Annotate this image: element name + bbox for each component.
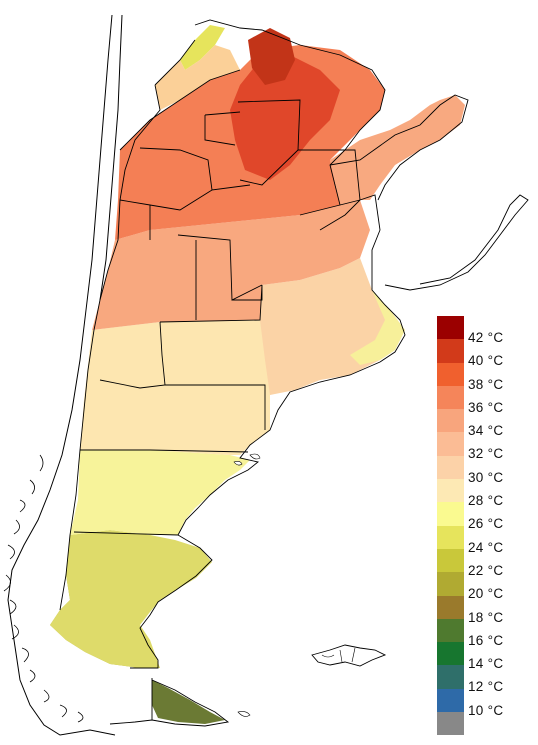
legend-swatch bbox=[437, 572, 464, 596]
legend-item: 40 °C bbox=[437, 339, 537, 368]
legend-label: 10 °C bbox=[468, 702, 504, 718]
legend-item bbox=[437, 712, 537, 736]
legend: 42 °C 40 °C 38 °C 36 °C 34 °C 32 °C 30 °C 28 °C… bbox=[437, 316, 537, 736]
legend-item: 10 °C bbox=[437, 688, 537, 718]
legend-item: 36 °C bbox=[437, 385, 537, 415]
legend-label: 30 °C bbox=[468, 469, 504, 485]
legend-label: 36 °C bbox=[468, 399, 504, 415]
legend-swatch bbox=[437, 339, 464, 363]
legend-label: 14 °C bbox=[468, 656, 504, 672]
zone-coast-cool bbox=[350, 290, 405, 365]
legend-item: 32 °C bbox=[437, 432, 537, 461]
legend-swatch bbox=[437, 618, 464, 643]
zone-northwest-cool bbox=[180, 25, 225, 70]
legend-label: 22 °C bbox=[468, 562, 504, 578]
legend-item: 18 °C bbox=[437, 595, 537, 625]
legend-swatch bbox=[437, 642, 464, 666]
small-islands bbox=[233, 453, 261, 717]
legend-swatch bbox=[437, 479, 464, 503]
legend-item: 20 °C bbox=[437, 572, 537, 601]
legend-swatch bbox=[437, 548, 464, 573]
legend-item: 16 °C bbox=[437, 618, 537, 648]
legend-swatch bbox=[437, 455, 464, 480]
legend-label: 24 °C bbox=[468, 539, 504, 555]
legend-item: 12 °C bbox=[437, 665, 537, 694]
chile-islands bbox=[3, 454, 84, 723]
legend-swatch bbox=[437, 712, 464, 736]
legend-item: 38 °C bbox=[437, 362, 537, 392]
legend-label: 12 °C bbox=[468, 679, 504, 695]
legend-item: 14 °C bbox=[437, 642, 537, 671]
legend-label: 16 °C bbox=[468, 632, 504, 648]
province-boundaries bbox=[59, 19, 469, 669]
legend-swatch bbox=[437, 525, 464, 549]
legend-swatch bbox=[437, 595, 464, 619]
legend-swatch bbox=[437, 432, 464, 456]
legend-label: 40 °C bbox=[468, 353, 504, 369]
zone-north-hot bbox=[230, 55, 340, 180]
legend-item: 26 °C bbox=[437, 502, 537, 531]
legend-label: 28 °C bbox=[468, 493, 504, 509]
legend-item: 42 °C bbox=[437, 316, 537, 345]
legend-swatch bbox=[437, 665, 464, 689]
legend-item: 30 °C bbox=[437, 455, 537, 485]
chile-coastline bbox=[7, 14, 123, 736]
zone-patagonia-north bbox=[80, 320, 310, 455]
legend-swatch bbox=[437, 385, 464, 410]
legend-item: 24 °C bbox=[437, 525, 537, 555]
legend-label: 18 °C bbox=[468, 609, 504, 625]
uruguay-outline bbox=[384, 194, 529, 291]
legend-label: 34 °C bbox=[468, 423, 504, 439]
zone-tierra-del-fuego bbox=[152, 680, 225, 724]
legend-item: 28 °C bbox=[437, 479, 537, 508]
zone-patagonia-mid bbox=[70, 450, 250, 535]
zone-northwest-warm bbox=[155, 45, 240, 110]
legend-item: 22 °C bbox=[437, 548, 537, 578]
tierra-del-fuego-outline bbox=[109, 678, 230, 727]
legend-swatch bbox=[437, 362, 464, 386]
legend-label: 32 °C bbox=[468, 446, 504, 462]
legend-swatch bbox=[437, 316, 464, 340]
legend-label: 42 °C bbox=[468, 330, 504, 345]
legend-swatch bbox=[437, 502, 464, 526]
legend-label: 38 °C bbox=[468, 376, 504, 392]
legend-item: 34 °C bbox=[437, 409, 537, 438]
legend-label: 26 °C bbox=[468, 516, 504, 532]
legend-swatch bbox=[437, 688, 464, 713]
malvinas-islands bbox=[311, 644, 387, 667]
zone-northeast-mesopotamia bbox=[330, 95, 465, 205]
zone-patagonia-south bbox=[50, 530, 212, 668]
malvinas-interior bbox=[321, 647, 356, 663]
legend-swatch bbox=[437, 409, 464, 433]
legend-label: 20 °C bbox=[468, 586, 504, 602]
zone-north-hottest bbox=[248, 28, 295, 85]
